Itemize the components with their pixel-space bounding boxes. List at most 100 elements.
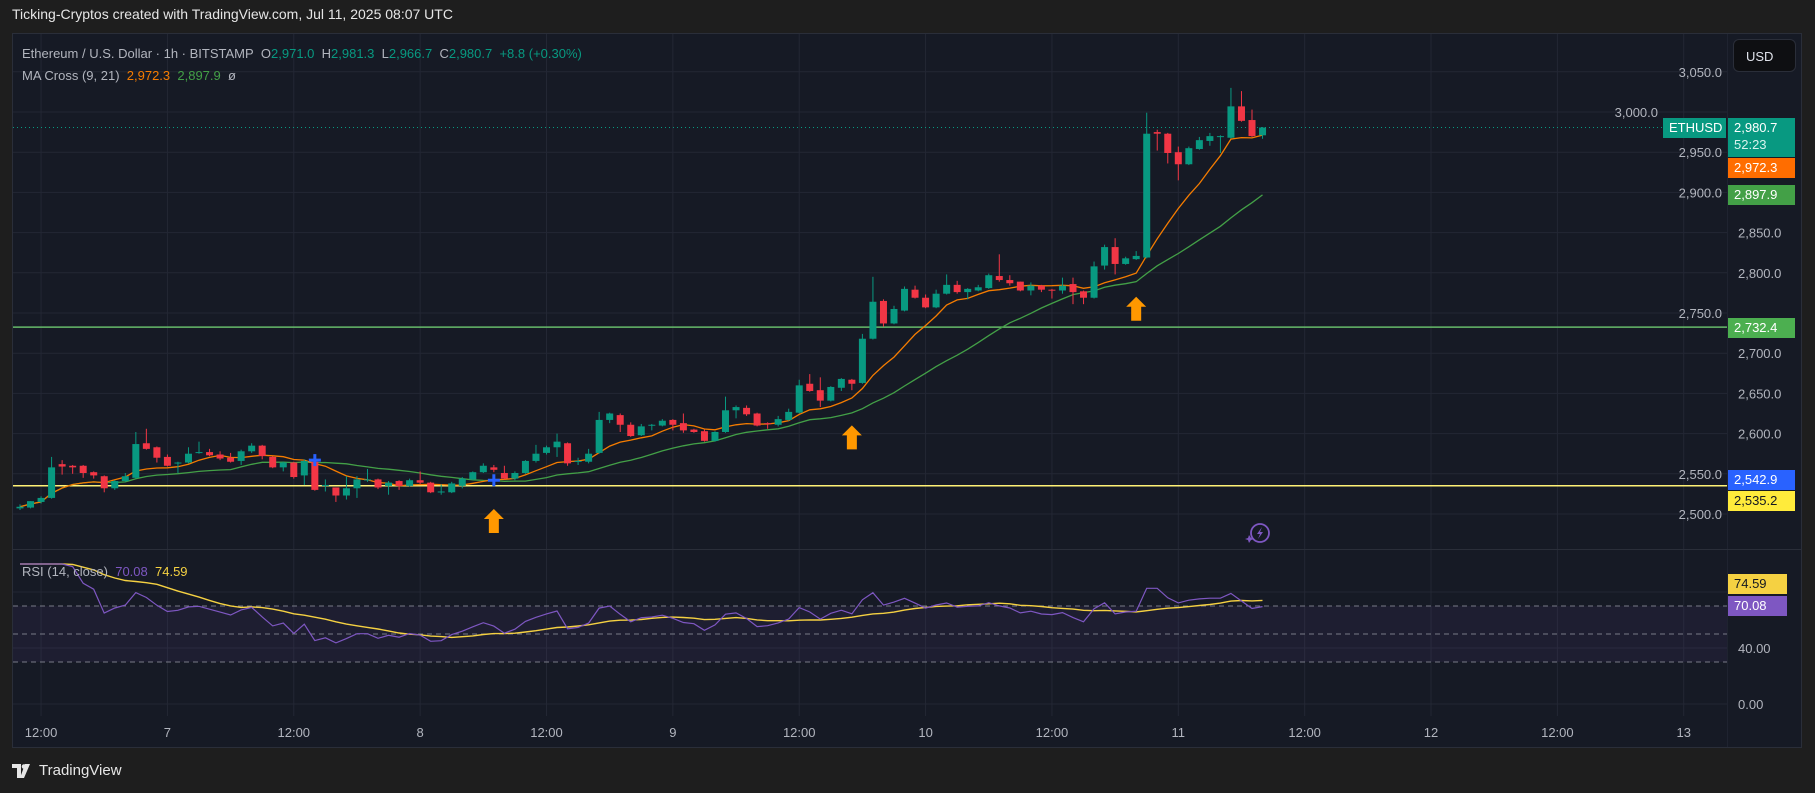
candle-body [806,383,814,391]
rsi-line [20,563,1263,644]
price-axis-label: 2,850.0 [1738,226,1781,241]
symbol-title: Ethereum / U.S. Dollar · 1h · BITSTAMP [22,46,254,61]
candle-body [406,480,414,486]
lightning-icon[interactable] [1245,523,1270,543]
cross-marker [308,454,321,467]
candle-body [1153,132,1161,134]
candle-body [521,460,529,473]
time-axis-label: 12 [1424,725,1438,740]
ma-fast-value: 2,972.3 [126,68,171,83]
candle-body [785,411,793,420]
candle-body [1143,133,1151,258]
candle-body [637,426,645,436]
candle-body [722,410,730,432]
candle-body [532,453,540,461]
candle-body [690,429,698,432]
low-value: 2,966.7 [388,46,433,61]
support-tag: 2,535.2 [1728,491,1795,511]
candle-body [932,293,940,308]
candle-body [1101,247,1109,266]
rsi-tag: 70.08 [1728,596,1787,616]
time-axis-label: 11 [1172,725,1186,740]
ma-slow-line [19,194,1263,508]
markers [308,296,1147,534]
candle-body [184,453,192,463]
ma-fast-line [19,134,1263,508]
candle-body [553,441,561,448]
candle-body [827,386,835,401]
rsi-legend[interactable]: RSI (14, close) 70.08 74.59 [22,564,188,579]
candle-body [479,465,487,473]
time-axis-label: 9 [669,725,676,740]
time-axis-label: 13 [1677,725,1691,740]
ma-cross-lines [19,134,1263,508]
grid-lines [13,34,1728,747]
candle-body [648,424,656,426]
tradingview-logo[interactable]: TradingView [12,762,122,779]
candle-body [1248,120,1256,137]
candle-body [511,472,519,479]
candle-body [100,476,108,489]
candle-body [543,447,550,453]
symbol-legend[interactable]: Ethereum / U.S. Dollar · 1h · BITSTAMP O… [22,46,582,61]
candle-body [500,472,508,479]
candle-body [890,308,898,324]
candle-body [911,289,919,298]
candle-body [995,276,1003,281]
price-axis-label: 2,900.0 [1679,185,1722,200]
ma-legend[interactable]: MA Cross (9, 21) 2,972.3 2,897.9 ø [22,68,236,83]
rsi-name: RSI (14, close) [22,564,108,579]
candle-body [269,456,277,468]
candle-body [1185,148,1193,165]
time-axis-label: 7 [164,725,171,740]
candle-body [290,462,298,478]
time-axis-label: 12:00 [25,725,58,740]
price-axis-label: 2,800.0 [1738,266,1781,281]
candle-body [1132,255,1140,260]
rsi-band [13,605,1727,663]
candle-body [142,443,150,449]
candle-body [743,407,751,415]
arrow-up-icon [841,425,862,450]
candle-body [216,454,224,459]
candle-body [121,476,129,482]
axis-labels: 12:00 7 12:00 8 12:00 9 12:00 10 12:00 11 12:00 12 1… [25,65,1782,740]
candle-body [1069,284,1077,293]
last-price-tag: 2,980.7 52:23 [1728,118,1795,157]
candle-body [90,472,98,476]
rsi-ma-line [20,563,1263,639]
high-label: H [321,46,332,61]
candle-body [869,301,877,339]
rsi-ma-value: 74.59 [155,564,188,579]
price-axis-label: 2,550.0 [1679,467,1722,482]
price-axis-label: 2,500.0 [1679,507,1722,522]
countdown: 52:23 [1734,137,1767,152]
candle-body [1216,136,1224,138]
candle-body [764,423,772,425]
candle-body [469,472,477,480]
candle-body [458,478,466,486]
price-axis-label: 2,600.0 [1738,427,1781,442]
candle-body [353,479,361,489]
candle-body [437,491,445,493]
candle-body [964,288,972,293]
candle-body [1259,127,1267,136]
candle-body [153,447,161,458]
candle-body [943,284,951,294]
candle-body [248,445,256,452]
currency-button[interactable]: USD [1733,39,1796,72]
candles [16,87,1267,510]
candle-body [279,462,287,468]
candle-body [342,488,350,496]
candle-body [490,467,498,470]
candle-body [206,452,214,456]
candle-body [774,419,782,425]
candle-body [627,424,635,437]
change-value: +8.8 (+0.30%) [499,46,582,61]
price-axis-label: 2,950.0 [1679,145,1722,160]
high-value: 2,981.3 [331,46,375,61]
price-axis-label: 2,650.0 [1738,386,1781,401]
candle-body [985,275,993,289]
candle-body [237,451,245,461]
